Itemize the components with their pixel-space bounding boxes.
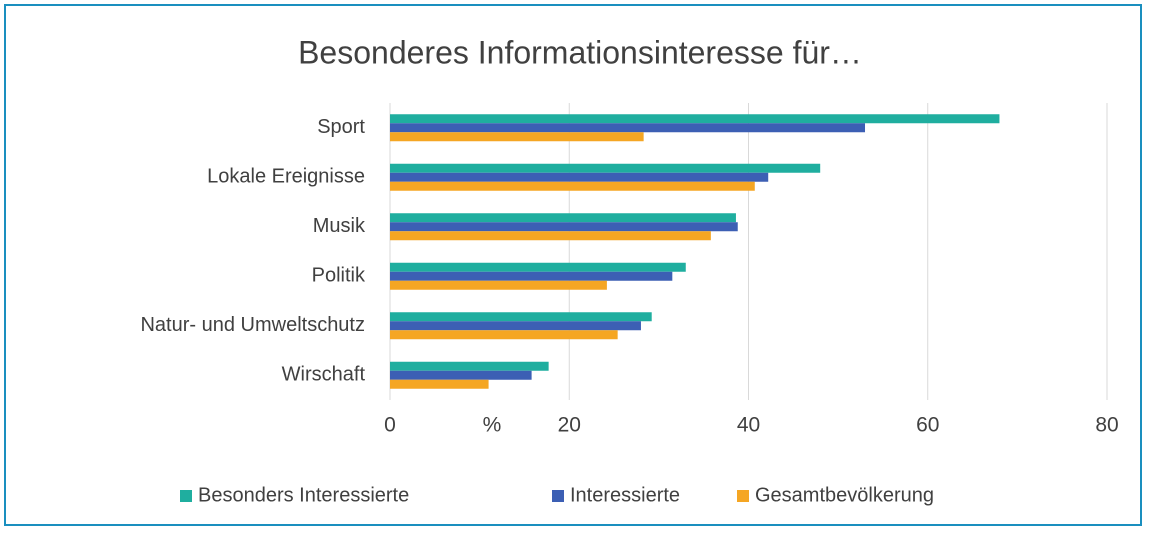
bar bbox=[390, 262, 686, 272]
bar bbox=[390, 330, 618, 340]
axis-label: % bbox=[483, 414, 502, 437]
x-tick-label: 20 bbox=[558, 414, 581, 437]
y-tick-label: Wirschaft bbox=[282, 364, 366, 386]
bar bbox=[390, 222, 738, 232]
bar bbox=[390, 280, 607, 290]
bar bbox=[390, 321, 641, 331]
bar bbox=[390, 361, 549, 371]
bar bbox=[390, 379, 489, 389]
bar bbox=[390, 312, 652, 322]
legend-label: Besonders Interessierte bbox=[198, 484, 409, 506]
x-tick-label: 80 bbox=[1095, 414, 1118, 437]
x-tick-label: 60 bbox=[916, 414, 939, 437]
legend-label: Interessierte bbox=[570, 484, 680, 506]
bar bbox=[390, 213, 736, 223]
bar bbox=[390, 172, 769, 182]
y-tick-label: Sport bbox=[317, 116, 365, 138]
legend-swatch bbox=[737, 490, 749, 502]
x-tick-label: 0 bbox=[384, 414, 396, 437]
legend-swatch bbox=[552, 490, 564, 502]
y-tick-label: Musik bbox=[313, 215, 366, 237]
bar bbox=[390, 123, 866, 133]
bar bbox=[390, 114, 1000, 124]
legend-label: Gesamtbevölkerung bbox=[755, 484, 934, 506]
bar bbox=[390, 181, 755, 191]
bar bbox=[390, 271, 673, 281]
x-tick-label: 40 bbox=[737, 414, 760, 437]
chart-title: Besonderes Informationsinteresse für… bbox=[298, 34, 862, 70]
bar bbox=[390, 132, 644, 142]
legend-swatch bbox=[180, 490, 192, 502]
bar bbox=[390, 231, 711, 241]
bar bbox=[390, 163, 821, 173]
y-tick-label: Natur- und Umweltschutz bbox=[140, 314, 365, 336]
bar bbox=[390, 370, 532, 380]
y-tick-label: Lokale Ereignisse bbox=[207, 166, 365, 188]
y-tick-label: Politik bbox=[312, 265, 366, 287]
